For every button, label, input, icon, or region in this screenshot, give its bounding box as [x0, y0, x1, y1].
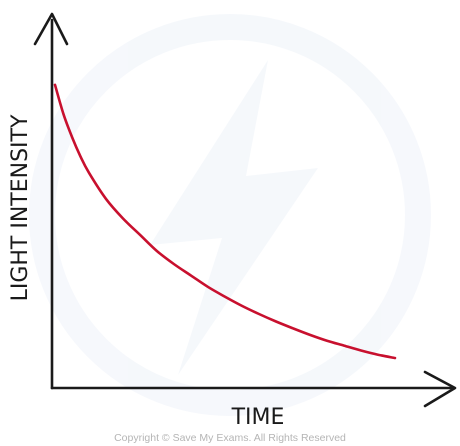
- series-line-light-intensity: [53, 83, 397, 360]
- y-axis-label: LIGHT INTENSITY: [8, 114, 33, 301]
- copyright-notice: Copyright © Save My Exams. All Rights Re…: [114, 432, 346, 444]
- y-axis-arrowhead: [33, 12, 69, 46]
- watermark-logo: [29, 14, 431, 416]
- x-axis-label: TIME: [231, 405, 285, 430]
- x-axis-arrowhead: [423, 370, 457, 408]
- axes: [33, 12, 457, 408]
